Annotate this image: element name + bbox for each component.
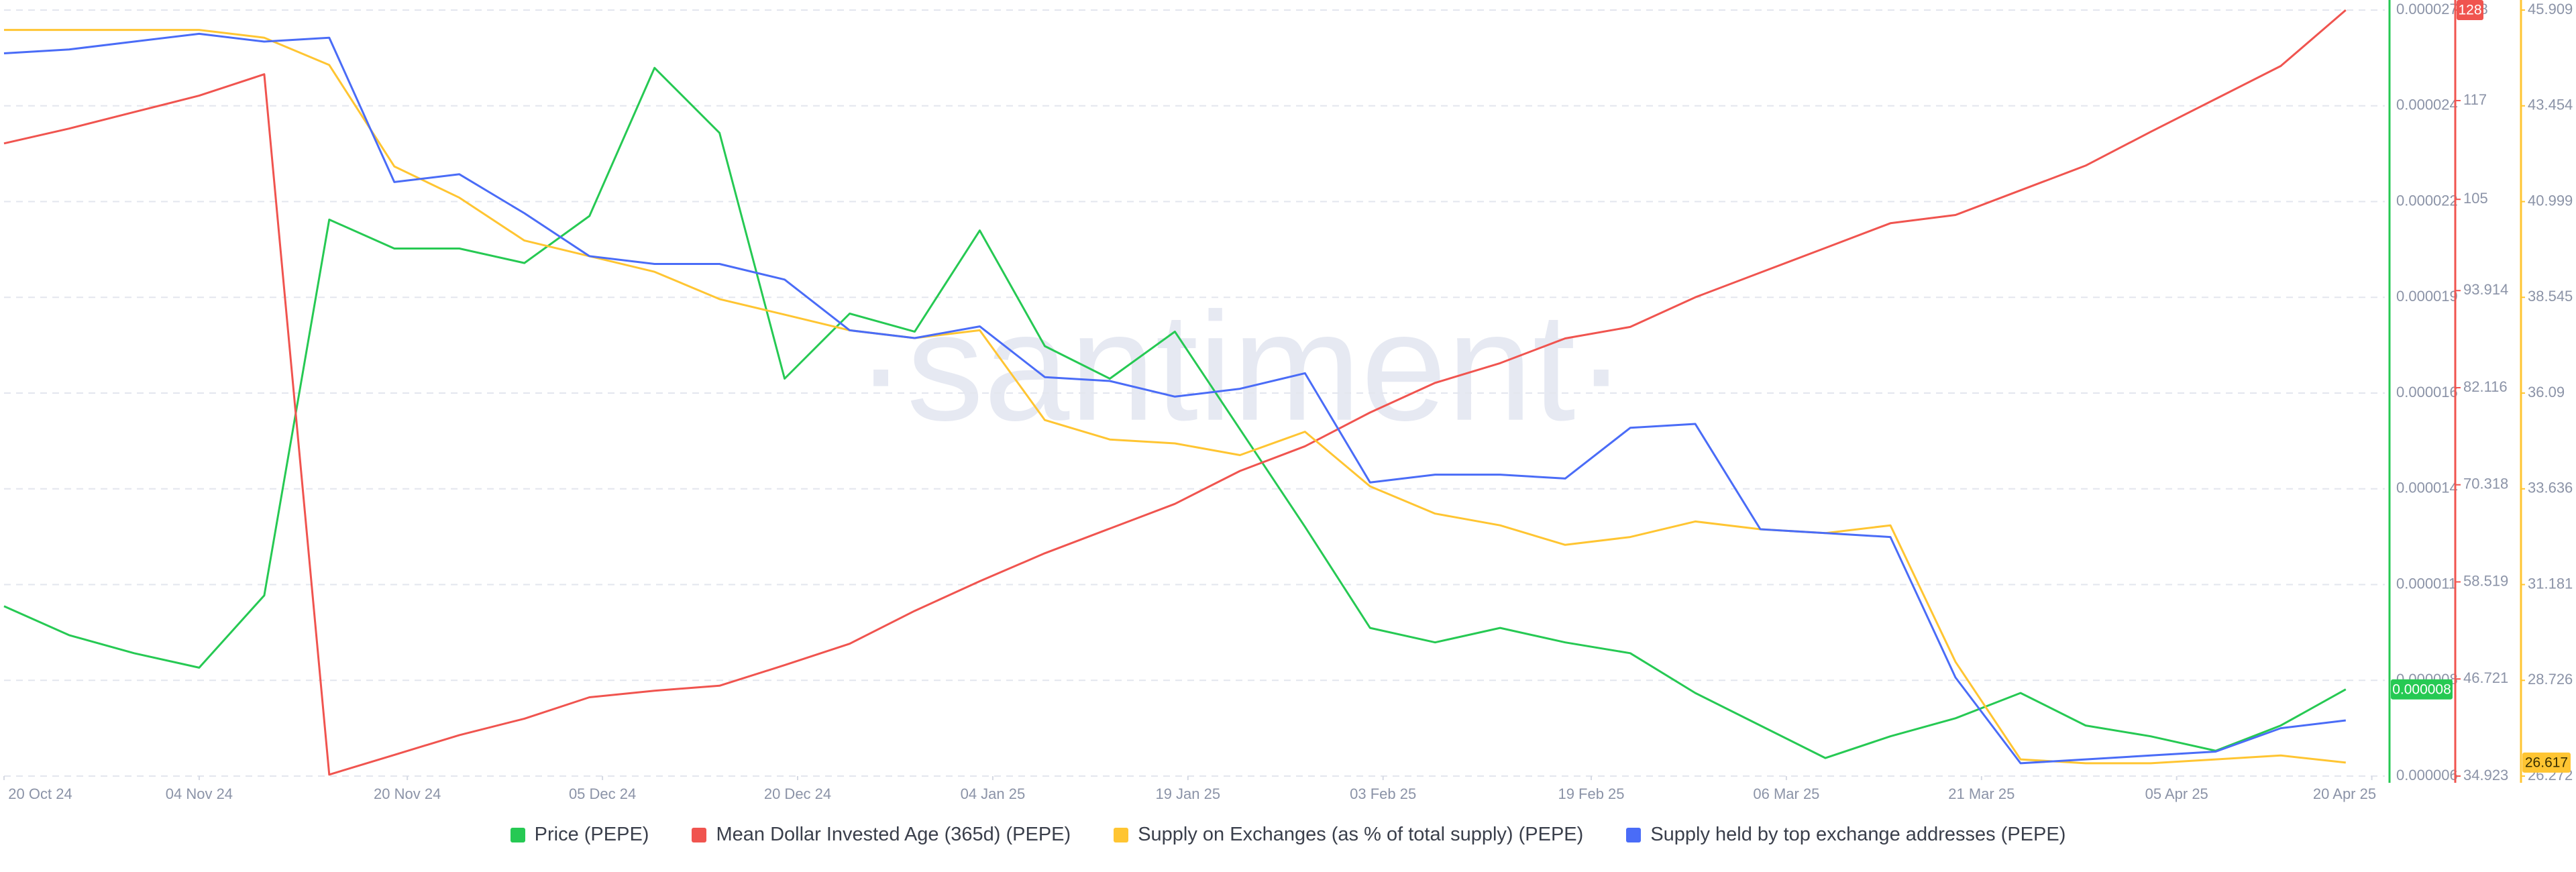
y3-tick-label: 31.181 [2528, 575, 2573, 592]
x-tick-label: 04 Jan 25 [961, 785, 1026, 802]
x-tick-label: 21 Mar 25 [1948, 785, 2015, 802]
y3-tick-label: 33.636 [2528, 480, 2573, 496]
x-tick-label: 19 Jan 25 [1155, 785, 1220, 802]
y2-tick-label: 105 [2463, 190, 2488, 207]
y3-tick-label: 38.545 [2528, 288, 2573, 305]
value-badge-label: 26.617 [2525, 755, 2568, 770]
y-tick-label: 0.000027 [2396, 1, 2458, 17]
x-tick-label: 05 Apr 25 [2145, 785, 2208, 802]
legend-item[interactable]: Supply held by top exchange addresses (P… [1626, 824, 2065, 846]
x-tick-label: 20 Nov 24 [374, 785, 441, 802]
value-badge-label: 128 [2458, 3, 2481, 18]
legend-swatch [692, 827, 707, 842]
series-line [3, 9, 2347, 776]
y-tick-label: 0.000019 [2396, 288, 2458, 305]
y2-tick-label: 117 [2463, 91, 2487, 108]
series-line [3, 66, 2347, 759]
legend: Price (PEPE) Mean Dollar Invested Age (36… [0, 824, 2576, 846]
y-tick-label: 0.000016 [2396, 384, 2458, 400]
value-badge [2391, 679, 2453, 700]
series-line [4, 29, 2346, 765]
y2-tick-label: 82.116 [2463, 378, 2508, 395]
legend-label: Price (PEPE) [534, 824, 649, 845]
legend-label: Supply held by top exchange addresses (P… [1650, 824, 2066, 845]
legend-label: Supply on Exchanges (as % of total suppl… [1138, 824, 1584, 845]
legend-item[interactable]: Mean Dollar Invested Age (365d) (PEPE) [692, 824, 1071, 846]
x-tick-label: 04 Nov 24 [166, 785, 233, 802]
y2-tick-label: 93.914 [2463, 281, 2508, 298]
legend-swatch [1114, 827, 1129, 842]
y-tick-label: 0.000022 [2396, 192, 2458, 209]
x-tick-label: 06 Mar 25 [1753, 785, 1819, 802]
y3-tick-label: 40.999 [2528, 192, 2573, 209]
y2-tick-label: 46.721 [2463, 669, 2508, 686]
x-tick-label: 20 Dec 24 [764, 785, 831, 802]
y3-tick-label: 36.09 [2528, 384, 2565, 400]
watermark: ·santiment· [855, 280, 1627, 453]
y3-tick-label: 43.454 [2528, 97, 2573, 113]
y3-tick-label: 28.726 [2528, 671, 2573, 688]
y-tick-label: 0.000011 [2396, 575, 2457, 592]
x-tick-label: 03 Feb 25 [1350, 785, 1416, 802]
x-tick-label: 19 Feb 25 [1558, 785, 1624, 802]
x-tick-label: 20 Apr 25 [2313, 785, 2376, 802]
value-badge [2522, 752, 2571, 773]
legend-item[interactable]: Price (PEPE) [510, 824, 649, 846]
legend-swatch [1626, 827, 1642, 842]
series-line [3, 32, 2346, 765]
legend-item[interactable]: Supply on Exchanges (as % of total suppl… [1114, 824, 1583, 846]
value-badge [2457, 0, 2483, 20]
y-tick-label: 0.000014 [2396, 480, 2458, 496]
y2-tick-label: 58.519 [2463, 572, 2508, 589]
y-tick-label: 0.000006 [2396, 767, 2458, 783]
y-tick-label: 0.000024 [2396, 97, 2458, 113]
x-tick-label: 20 Oct 24 [8, 785, 72, 802]
legend-label: Mean Dollar Invested Age (365d) (PEPE) [716, 824, 1071, 845]
x-tick-label: 05 Dec 24 [569, 785, 636, 802]
value-badge-label: 0.000008 [2392, 682, 2451, 697]
legend-swatch [510, 827, 525, 842]
chart: ·santiment· 0.000006 0.000008 0.000011 0.00… [3, 0, 2573, 802]
y2-tick-label: 70.318 [2463, 476, 2508, 492]
y3-tick-label: 45.909 [2528, 1, 2573, 17]
y2-tick-label: 34.923 [2463, 767, 2508, 783]
